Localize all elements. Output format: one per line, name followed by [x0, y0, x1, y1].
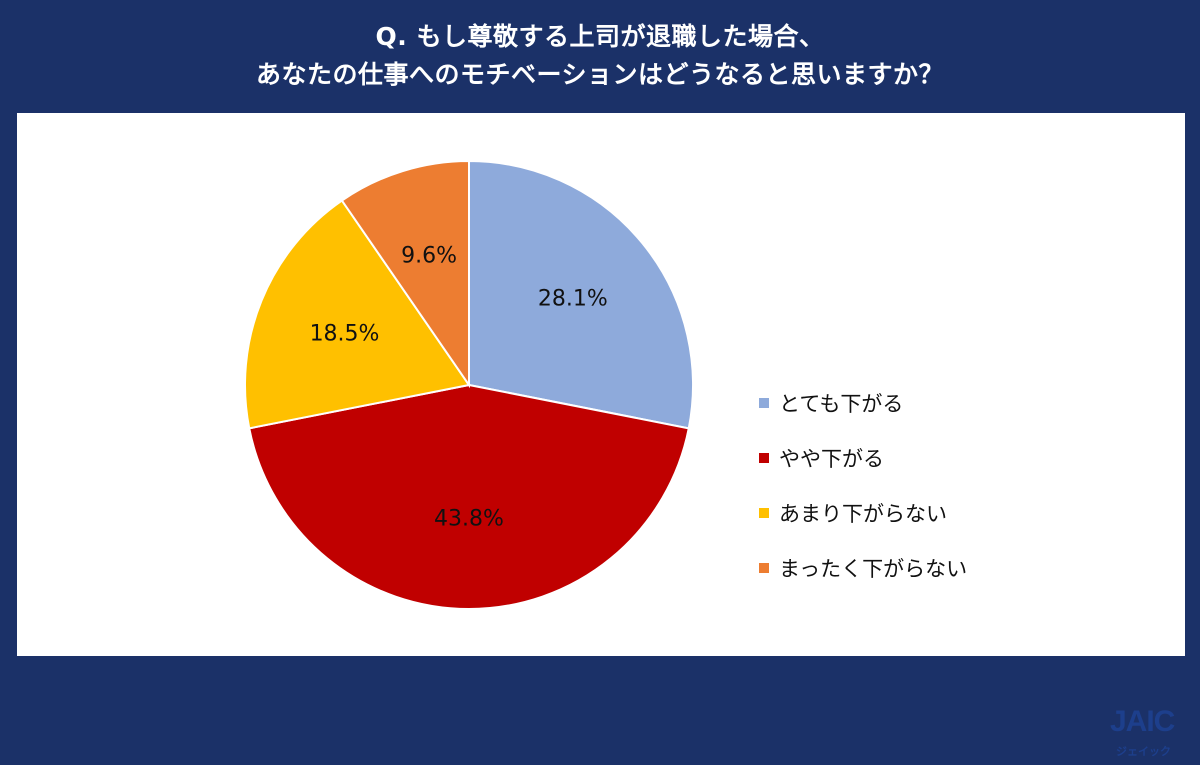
- slice-data-label: 9.6%: [401, 244, 457, 269]
- title-line-2: あなたの仕事へのモチベーションはどうなると思いますか？: [255, 60, 944, 89]
- legend-item: やや下がる: [759, 444, 967, 472]
- legend-swatch: [759, 453, 769, 463]
- legend-swatch: [759, 398, 769, 408]
- legend-item: とても下がる: [759, 389, 967, 417]
- pie-chart: 28.1% 43.8% 18.5% 9.6%: [244, 159, 694, 610]
- legend-label: やや下がる: [779, 447, 884, 471]
- slice-data-label: 28.1%: [538, 287, 608, 312]
- legend-swatch: [759, 508, 769, 518]
- title-line-1: Q. もし尊敬する上司が退職した場合、: [375, 22, 825, 51]
- chart-panel: 28.1% 43.8% 18.5% 9.6% とても下がる やや下がる あまり下がらな…: [17, 113, 1185, 758]
- logo-wordmark: JAIC: [1110, 705, 1175, 738]
- chart-title: Q. もし尊敬する上司が退職した場合、 あなたの仕事へのモチベーションはどうなる…: [0, 0, 1200, 112]
- legend: とても下がる やや下がる あまり下がらない まったく下がらない: [759, 389, 967, 609]
- pie-slice: [244, 199, 471, 430]
- company-logo: JAIC ジェイック: [1110, 705, 1190, 765]
- pie-slice: [468, 159, 694, 430]
- legend-label: まったく下がらない: [779, 557, 968, 581]
- legend-swatch: [759, 563, 769, 573]
- pie-slice: [340, 159, 470, 389]
- pie-slice: [248, 383, 690, 610]
- legend-item: あまり下がらない: [759, 499, 967, 527]
- legend-label: あまり下がらない: [779, 502, 947, 526]
- slice-data-label: 43.8%: [434, 506, 504, 531]
- legend-label: とても下がる: [779, 392, 904, 416]
- slice-data-label: 18.5%: [310, 321, 380, 346]
- legend-item: まったく下がらない: [759, 554, 967, 582]
- logo-subtitle: ジェイック: [1116, 745, 1171, 758]
